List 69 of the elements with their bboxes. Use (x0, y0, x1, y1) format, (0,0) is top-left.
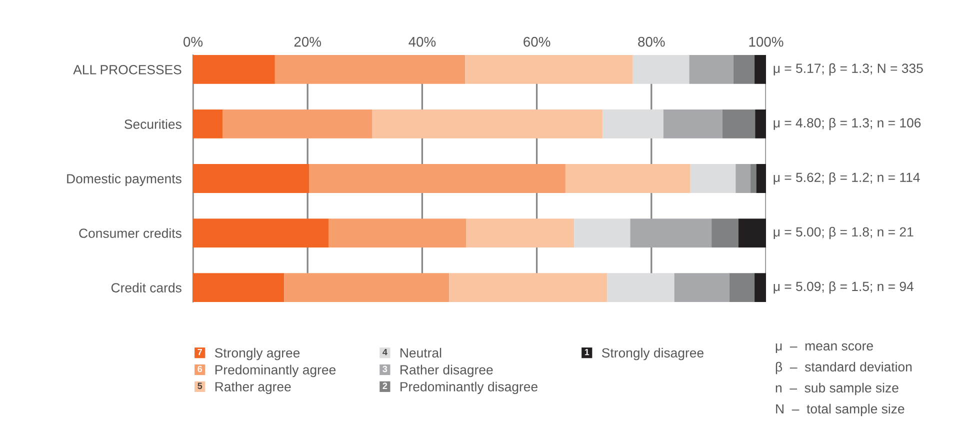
bar (712, 218, 738, 248)
legend-label: Predominantly agree (215, 364, 336, 378)
bar (690, 164, 736, 193)
bar (284, 273, 450, 302)
text: 4 (382, 348, 388, 356)
text: 6 (198, 366, 202, 372)
x-tick-label: 60% (524, 36, 550, 47)
legend-label: Neutral (400, 348, 442, 358)
x-tick-label: 0% (184, 36, 203, 47)
bar (309, 164, 566, 193)
bar (729, 273, 755, 302)
text: μ = 5.09; β = 1.5; n = 94 (774, 281, 914, 294)
bar (689, 55, 734, 84)
y-tick-label: Securities (124, 119, 182, 129)
bar (565, 164, 690, 193)
text: μ = 5.00; β = 1.8; n = 21 (774, 226, 914, 240)
bar (574, 218, 630, 248)
bar (449, 273, 608, 302)
bar (750, 164, 756, 193)
bar (274, 55, 466, 84)
bar (602, 110, 664, 138)
x-tick-label: 100% (749, 36, 784, 47)
bar (674, 273, 730, 302)
x-tick-label: 20% (294, 36, 322, 47)
bar (607, 273, 674, 302)
text: μ = 4.80; β = 1.3; n = 106 (774, 118, 921, 130)
bar (738, 218, 766, 248)
text: n – sub sample size (776, 382, 898, 396)
bar (722, 110, 756, 138)
legend-label: Strongly agree (214, 348, 300, 360)
bar (755, 110, 766, 138)
bar (754, 273, 766, 302)
text: 5 (198, 382, 202, 390)
bar (372, 110, 603, 138)
bar (630, 218, 712, 248)
text: β – standard deviation (776, 362, 912, 374)
y-tick-label: Credit cards (111, 282, 182, 292)
legend-label: Predominantly disagree (400, 382, 538, 394)
bar (632, 55, 690, 84)
bar (328, 218, 466, 248)
legend-label: Rather disagree (400, 364, 493, 378)
bar (733, 55, 755, 84)
text: μ = 5.17; β = 1.3; N = 335 (774, 63, 923, 76)
legend-label: Rather agree (215, 382, 291, 394)
bar (193, 110, 223, 138)
bar (465, 55, 632, 84)
bar (193, 273, 284, 302)
bar (663, 110, 722, 138)
bar (193, 164, 310, 193)
y-tick-label: Consumer credits (79, 228, 182, 238)
bar (193, 55, 275, 84)
bar (756, 164, 766, 193)
x-tick-label: 80% (638, 36, 665, 47)
y-tick-label: ALL PROCESSES (73, 65, 182, 74)
text: 3 (382, 366, 388, 372)
y-tick-label: Domestic payments (67, 174, 182, 186)
text: 7 (198, 348, 202, 356)
text: N – total sample size (776, 404, 904, 416)
bar (222, 110, 372, 138)
bar (193, 218, 329, 248)
text: μ = 5.62; β = 1.2; n = 114 (774, 172, 920, 185)
bar (466, 218, 574, 248)
text: 2 (382, 382, 388, 389)
text: 1 (584, 348, 590, 356)
legend-label: Strongly disagree (602, 348, 704, 360)
text: μ – mean score (776, 343, 873, 353)
bar (736, 164, 751, 193)
bar (754, 55, 766, 84)
x-tick-label: 40% (408, 36, 436, 47)
